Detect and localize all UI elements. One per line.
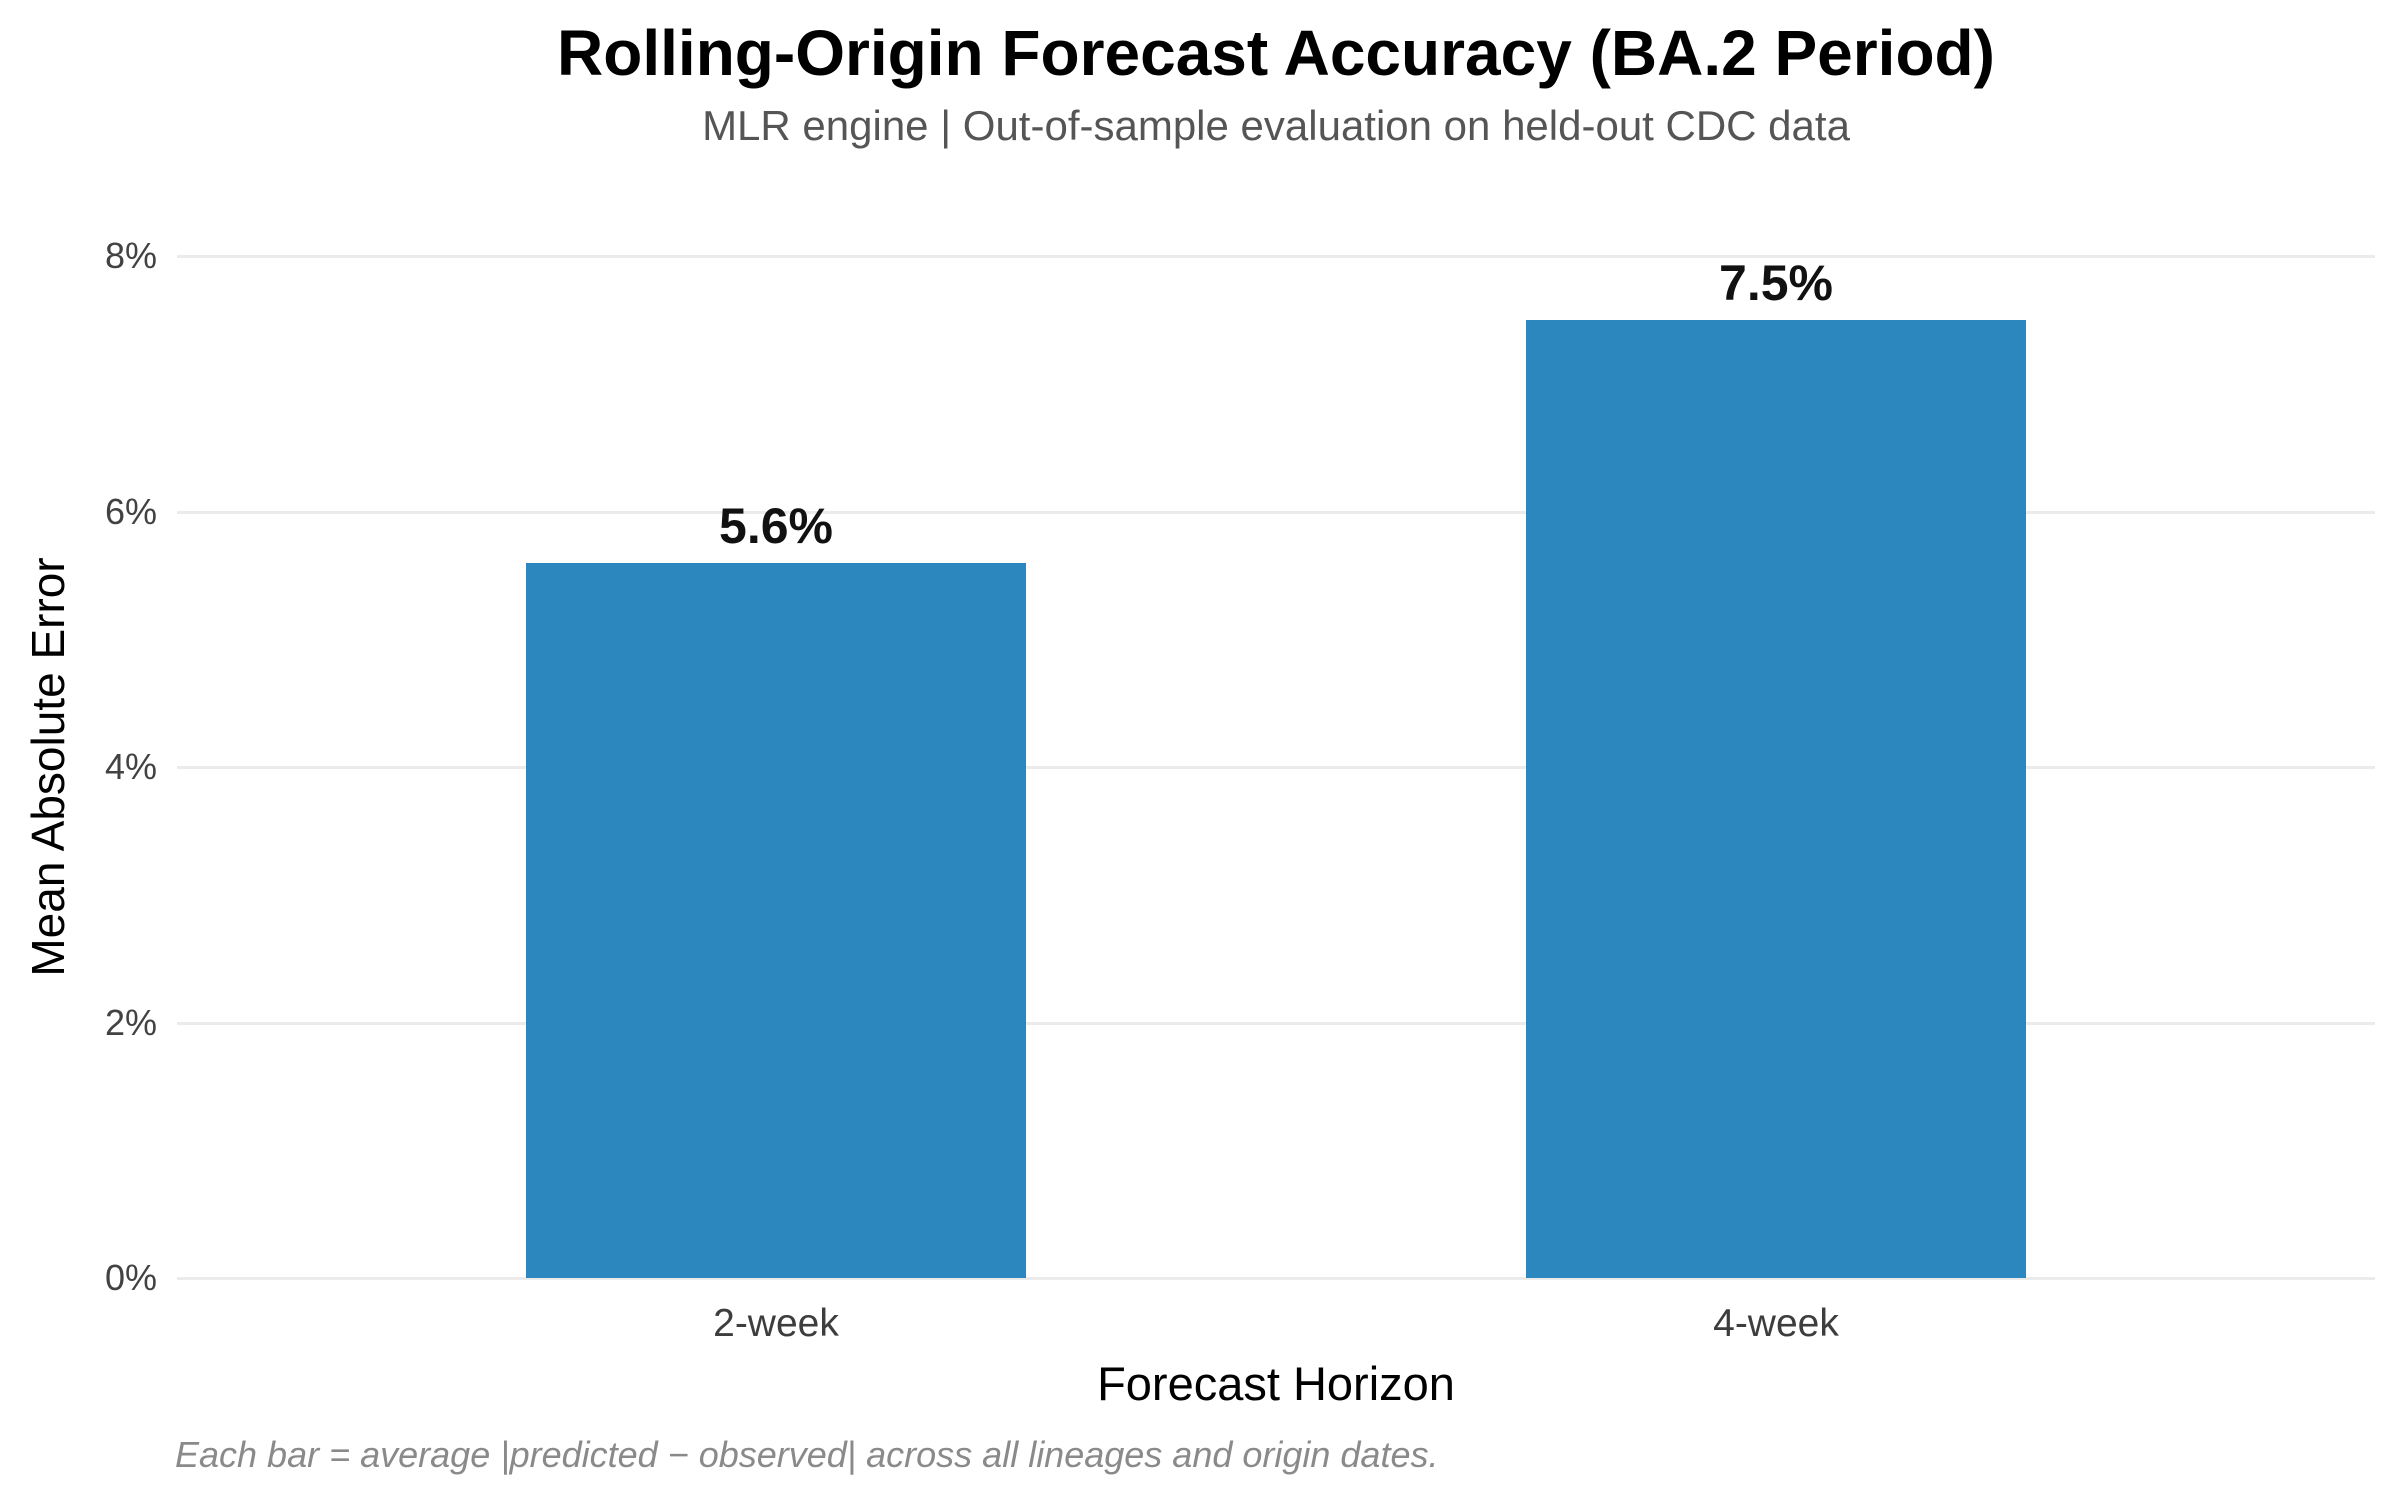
gridline-4% bbox=[177, 766, 2375, 769]
plot-area bbox=[177, 255, 2375, 1280]
y-tick-label: 4% bbox=[104, 746, 157, 787]
x-axis-title: Forecast Horizon bbox=[1097, 1357, 1455, 1410]
chart-subtitle: MLR engine | Out-of-sample evaluation on… bbox=[702, 102, 1850, 149]
bar-value-label-4-week: 7.5% bbox=[1719, 255, 1833, 311]
y-tick-label: 0% bbox=[104, 1257, 157, 1298]
chart-title: Rolling-Origin Forecast Accuracy (BA.2 P… bbox=[557, 17, 1995, 89]
bar-4-week bbox=[1526, 320, 2026, 1278]
gridline-0% bbox=[177, 1277, 2375, 1280]
gridline-6% bbox=[177, 511, 2375, 514]
gridline-2% bbox=[177, 1022, 2375, 1025]
bar-2-week bbox=[526, 563, 1026, 1278]
gridline-8% bbox=[177, 255, 2375, 258]
x-tick-label-2-week: 2-week bbox=[713, 1302, 839, 1345]
y-tick-label: 2% bbox=[104, 1002, 157, 1043]
y-tick-label: 6% bbox=[104, 491, 157, 532]
bar-value-label-2-week: 5.6% bbox=[719, 498, 833, 554]
x-tick-label-4-week: 4-week bbox=[1713, 1302, 1839, 1345]
footnote-caption: Each bar = average |predicted − observed… bbox=[175, 1434, 1439, 1475]
y-tick-label: 8% bbox=[104, 235, 157, 276]
